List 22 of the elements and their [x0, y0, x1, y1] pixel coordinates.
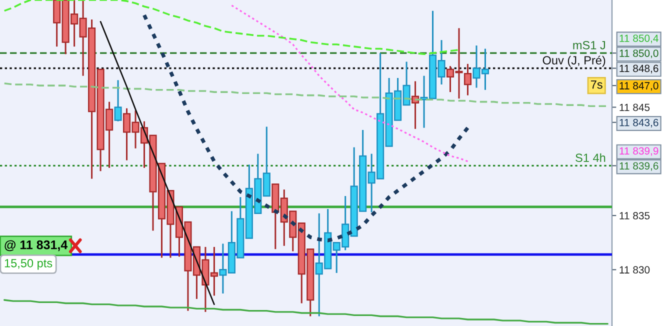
y-tick-label: 11 850,0: [620, 50, 658, 58]
line-series: [3, 82, 609, 108]
text: 11 839,9: [620, 147, 658, 156]
line-series: [3, 0, 460, 56]
y-tick-label: 11 830: [620, 266, 650, 274]
line-series: [4, 299, 608, 325]
y-tick-label: 11 847,0: [620, 82, 658, 91]
candlestick: [114, 79, 122, 122]
annotation: 7s: [590, 80, 602, 89]
ref-line-label: mS1 J: [573, 40, 606, 50]
y-tick-label: 11 845: [620, 104, 650, 112]
ref-line-label: Ouv (J, Pré): [542, 56, 606, 67]
y-tick-label: 11 848,6: [620, 64, 658, 74]
ref-line-label: @ 11 831,4: [4, 240, 68, 252]
ref-line-label: S1 4h: [576, 153, 606, 162]
y-tick-label: 11 839,6: [620, 162, 658, 171]
line-series: [230, 4, 469, 162]
candlestick: [464, 63, 472, 96]
annotation: 15,50 pts: [4, 258, 52, 270]
y-tick-label: 11 835: [620, 212, 650, 220]
text: 11 850,4: [620, 34, 658, 44]
y-tick-label: 11 843,6: [620, 118, 658, 128]
